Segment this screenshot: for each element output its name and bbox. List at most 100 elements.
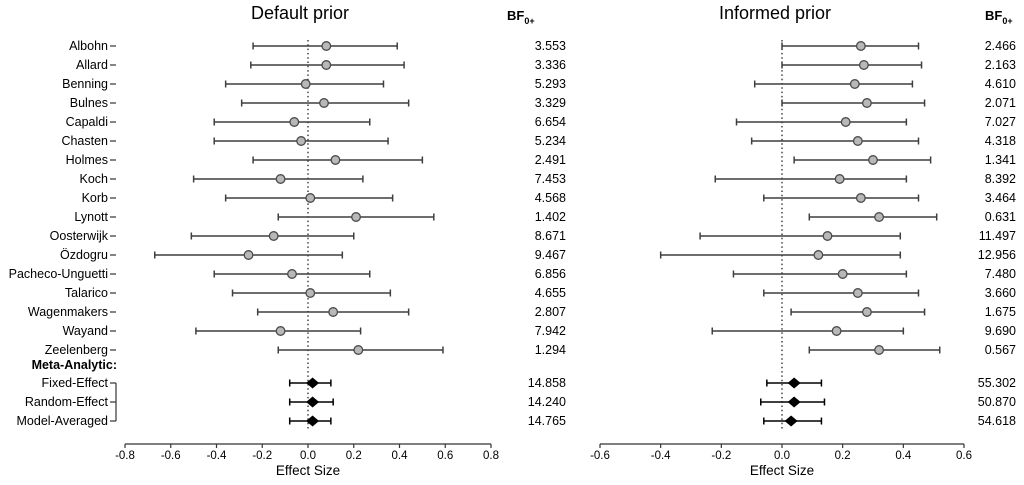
- bf-value: 4.610: [985, 77, 1016, 91]
- bf-value: 9.467: [535, 248, 566, 262]
- point-estimate: [268, 231, 279, 241]
- point-estimate: [287, 269, 297, 279]
- point-estimate: [330, 155, 341, 165]
- x-tick-label: 0.4: [895, 450, 912, 462]
- meta-diamond: [306, 396, 320, 408]
- x-tick-label: 0.2: [346, 450, 362, 462]
- bf-value: 3.336: [535, 58, 566, 72]
- bf-value: 7.027: [985, 115, 1016, 129]
- bf-value: 3.464: [985, 191, 1016, 205]
- point-estimate: [351, 212, 361, 222]
- study-label: Allard: [76, 58, 108, 72]
- point-estimate: [321, 41, 332, 51]
- meta-row: 14.765 Model-Averaged: [17, 414, 567, 428]
- study-label: Pacheco-Unguetti: [9, 267, 108, 281]
- point-estimate: [243, 250, 254, 260]
- bf-value: 2.491: [535, 153, 566, 167]
- x-tick-label: 0.0: [300, 450, 316, 462]
- study-row: 8.671 Oosterwijk: [50, 229, 566, 243]
- x-tick-label: 0.4: [392, 450, 409, 462]
- bf-value: 1.675: [985, 305, 1016, 319]
- bf-value: 14.858: [528, 376, 566, 390]
- x-tick-label: -0.4: [207, 450, 227, 462]
- bf-value: 50.870: [978, 395, 1016, 409]
- x-tick-label: 0.6: [437, 450, 453, 462]
- meta-diamond: [306, 415, 320, 427]
- bf-value: 1.402: [535, 210, 566, 224]
- study-row: 3.336 Allard: [76, 58, 566, 72]
- point-estimate: [305, 193, 316, 203]
- point-estimate: [319, 98, 329, 108]
- bf-value: 2.071: [985, 96, 1016, 110]
- study-row: 2.466: [781, 39, 1016, 53]
- meta-row: 14.240 Random-Effect: [25, 395, 566, 409]
- study-row: 0.631: [808, 210, 1016, 224]
- meta-diamond: [306, 377, 320, 389]
- bf-value: 4.568: [535, 191, 566, 205]
- study-row: 7.027: [735, 115, 1016, 129]
- bf-value: 8.671: [535, 229, 566, 243]
- study-label: Albohn: [69, 39, 108, 53]
- bf-value: 55.302: [978, 376, 1016, 390]
- study-label: Zeelenberg: [45, 343, 108, 357]
- panel-default-prior: Default prior BF0+3.553 Albohn 3.336 Allard 5…: [9, 3, 566, 478]
- point-estimate: [296, 136, 307, 146]
- point-estimate: [822, 231, 833, 241]
- meta-row: 14.858 Fixed-Effect: [42, 376, 567, 390]
- point-estimate: [328, 307, 339, 317]
- bf-value: 6.856: [535, 267, 566, 281]
- study-row: 7.480: [732, 267, 1016, 281]
- bf-header: BF0+: [507, 8, 535, 26]
- point-estimate: [840, 117, 851, 127]
- point-estimate: [837, 269, 848, 279]
- study-row: 4.568 Korb: [82, 191, 566, 205]
- study-label: Capaldi: [66, 115, 108, 129]
- bf-value: 5.234: [535, 134, 566, 148]
- study-row: 9.467 Özdogru: [60, 248, 566, 262]
- study-row: 5.234 Chasten: [61, 134, 566, 148]
- bf-value: 54.618: [978, 414, 1016, 428]
- study-label: Wagenmakers: [28, 305, 108, 319]
- x-tick-label: -0.8: [115, 450, 135, 462]
- study-row: 1.675: [790, 305, 1016, 319]
- meta-row: 50.870: [760, 395, 1016, 409]
- study-label: Koch: [80, 172, 109, 186]
- study-row: 4.610: [753, 77, 1016, 91]
- point-estimate: [868, 155, 878, 165]
- x-axis: -0.6 -0.4 -0.2 0.0 0.2 0.4 0.6 Effect Size: [590, 443, 972, 478]
- study-row: 12.956: [659, 248, 1016, 262]
- point-estimate: [834, 174, 845, 184]
- bf-value: 2.163: [985, 58, 1016, 72]
- study-label: Benning: [62, 77, 108, 91]
- study-row: 6.856 Pacheco-Unguetti: [9, 267, 566, 281]
- bf-value: 5.293: [535, 77, 566, 91]
- point-estimate: [861, 307, 872, 317]
- meta-row: 54.618: [763, 414, 1016, 428]
- meta-row-label: Random-Effect: [25, 395, 109, 409]
- x-tick-label: -0.2: [711, 450, 731, 462]
- meta-diamond: [784, 415, 798, 427]
- bf-value: 12.956: [978, 248, 1016, 262]
- study-row: 3.464: [763, 191, 1016, 205]
- study-row: 2.491 Holmes: [66, 153, 566, 167]
- bf-value: 0.567: [985, 343, 1016, 357]
- bf-value: 3.329: [535, 96, 566, 110]
- study-label: Lynott: [74, 210, 108, 224]
- point-estimate: [874, 345, 885, 355]
- study-row: 1.341: [793, 153, 1016, 167]
- bf-value: 11.497: [979, 229, 1016, 243]
- study-row: 3.553 Albohn: [69, 39, 566, 53]
- bf-value: 2.807: [535, 305, 566, 319]
- x-axis: -0.8 -0.6 -0.4 -0.2 0.0 0.2 0.4 0.6 0.8 Effect Si…: [115, 443, 499, 478]
- study-label: Özdogru: [60, 248, 108, 262]
- point-estimate: [275, 174, 286, 184]
- bf-value: 3.553: [535, 39, 566, 53]
- meta-diamond: [787, 377, 801, 389]
- point-estimate: [852, 288, 863, 298]
- x-tick-label: 0.2: [835, 450, 851, 462]
- x-tick-label: -0.2: [252, 450, 272, 462]
- x-tick-label: 0.6: [956, 450, 972, 462]
- bf-value: 14.765: [528, 414, 566, 428]
- study-row: 1.294 Zeelenberg: [45, 343, 566, 357]
